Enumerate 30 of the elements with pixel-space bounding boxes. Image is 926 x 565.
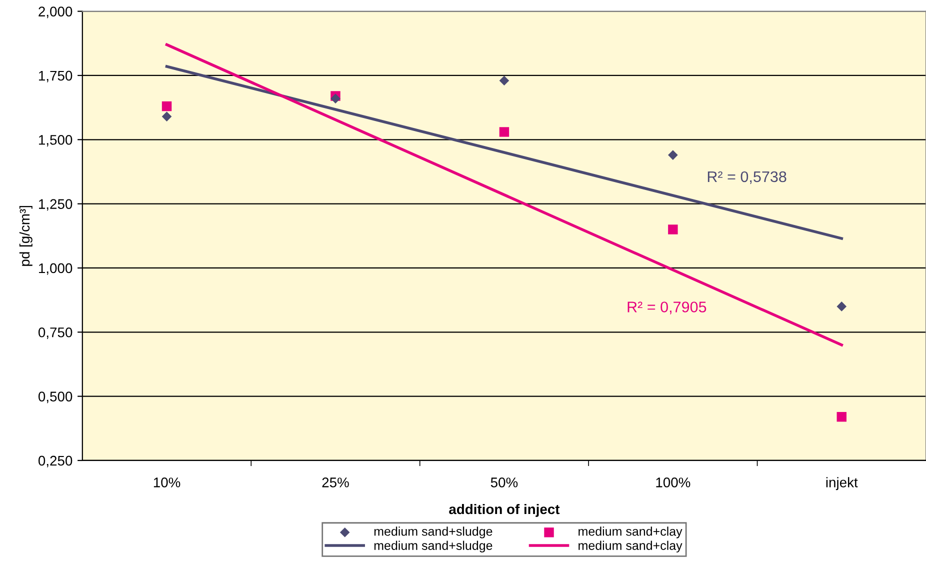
legend-label: medium sand+sludge <box>374 540 492 552</box>
point <box>499 127 510 137</box>
legend-label: medium sand+clay <box>578 540 682 552</box>
y-tick-label: 1,500 <box>39 134 72 146</box>
x-axis-title: addition of inject <box>449 504 560 517</box>
y-tick-label: 0,500 <box>38 392 72 404</box>
point <box>668 224 678 234</box>
y-tick-label: 0,250 <box>38 456 72 468</box>
x-tick-label: injekt <box>826 477 858 490</box>
y-tick-label: 1,000 <box>39 263 72 275</box>
point <box>668 150 678 160</box>
x-tick-label: 50% <box>490 478 518 488</box>
y-tick-label: 0,750 <box>38 327 72 339</box>
x-tick-label: 100% <box>656 478 690 488</box>
point <box>836 412 847 422</box>
point <box>836 302 847 312</box>
annotation: R² = 0,7905 <box>628 302 706 314</box>
point <box>162 112 172 122</box>
point <box>330 94 340 104</box>
legend-label: medium sand+sludge <box>374 526 492 538</box>
point <box>499 76 510 86</box>
legend-label: medium sand+clay <box>578 526 682 538</box>
x-tick-label: 25% <box>322 478 349 488</box>
y-tick-label: 2,000 <box>38 6 72 18</box>
annotation: R² = 0,5738 <box>708 171 786 184</box>
x-tick-label: 10% <box>154 478 180 488</box>
point <box>162 101 172 112</box>
y-axis-title: pd [g/cm³] <box>19 206 32 266</box>
y-tick-label: 1,750 <box>39 70 72 82</box>
y-tick-label: 1,250 <box>39 199 72 211</box>
